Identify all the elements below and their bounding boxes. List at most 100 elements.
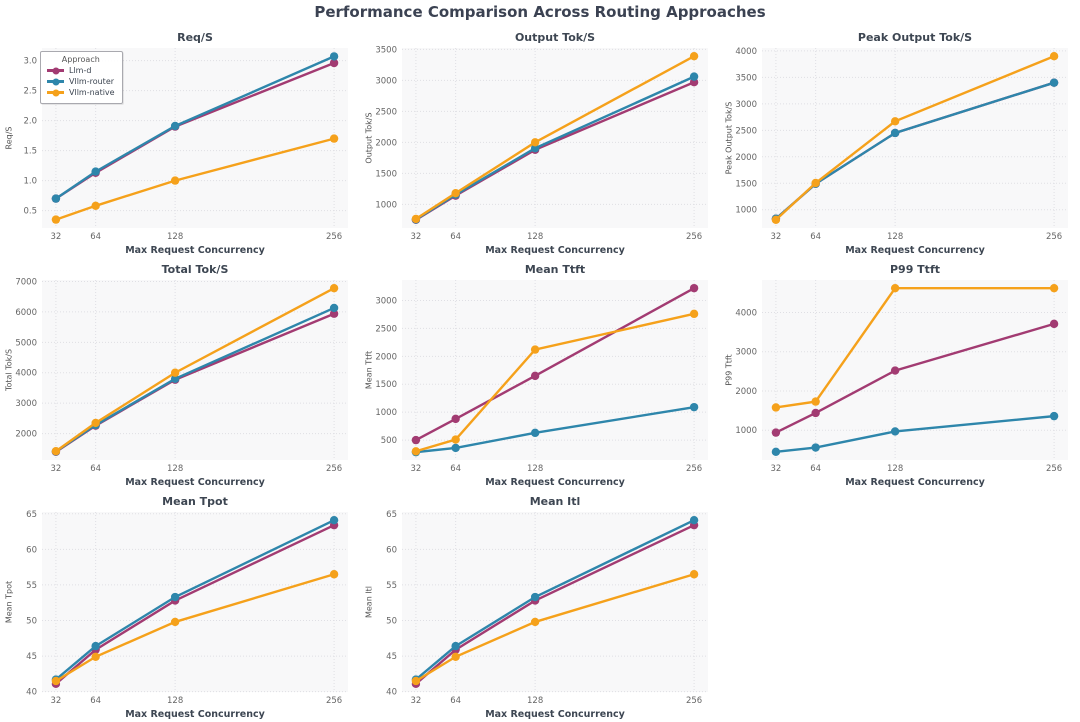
series-vllm-native (411, 51, 699, 224)
svg-text:64: 64 (450, 232, 461, 242)
svg-text:32: 32 (50, 464, 61, 474)
svg-text:2.5: 2.5 (23, 87, 37, 97)
svg-text:32: 32 (770, 232, 781, 242)
svg-text:64: 64 (450, 696, 461, 706)
x-axis-label: Max Request Concurrency (125, 709, 265, 720)
subplot-p99-ttft: P99 Ttft 1000 2000 3000 4000 32 64 128 256 P99 … (720, 258, 1080, 490)
svg-text:50: 50 (26, 616, 37, 626)
svg-text:32: 32 (410, 696, 421, 706)
empty-cell (720, 490, 1080, 722)
svg-text:256: 256 (326, 232, 342, 242)
series-vllm-native (51, 134, 339, 224)
subplot-mean-ttft: Mean Ttft 500 1000 1500 2000 2500 3000 32 64 128… (360, 258, 720, 490)
plot-area: 1000 1500 2000 2500 3000 3500 4000 32 64 128 256 (735, 47, 1068, 242)
tick-labels: 0.5 1.0 1.5 2.0 2.5 3.0 32 64 128 256 (23, 57, 342, 242)
svg-text:3.0: 3.0 (23, 57, 37, 67)
x-axis-label: Max Request Concurrency (485, 709, 625, 720)
legend: Approach Llm-d Vllm-router Vllm-native (40, 51, 123, 104)
legend-label: Vllm-native (69, 88, 115, 97)
line-marker-icon (47, 78, 64, 85)
tick-labels: 500 1000 1500 2000 2500 3000 32 64 128 256 (375, 296, 702, 474)
series-vllm-router (51, 515, 339, 684)
svg-text:2500: 2500 (735, 126, 757, 136)
svg-text:2000: 2000 (735, 153, 757, 163)
svg-text:32: 32 (50, 696, 61, 706)
svg-text:128: 128 (167, 696, 183, 706)
series-vllm-native (771, 283, 1059, 412)
y-axis-label: Output Tok/S (364, 112, 374, 164)
svg-text:55: 55 (26, 581, 37, 591)
series-vllm-native (411, 309, 699, 456)
series-vllm-native (51, 570, 339, 686)
subplot-peak-output-tok-s: Peak Output Tok/S 1000 1500 2000 2500 3000 35… (720, 26, 1080, 258)
figure-title: Performance Comparison Across Routing Ap… (314, 3, 766, 21)
y-axis-label: P99 Ttft (724, 354, 734, 386)
gridlines (42, 512, 348, 693)
tick-labels: 1000 2000 3000 4000 32 64 128 256 (735, 308, 1062, 474)
svg-text:1500: 1500 (735, 179, 757, 189)
svg-text:60: 60 (26, 545, 37, 555)
svg-text:0.5: 0.5 (23, 207, 37, 217)
svg-text:256: 256 (686, 464, 702, 474)
x-axis-label: Max Request Concurrency (845, 245, 985, 256)
svg-text:1000: 1000 (735, 426, 757, 436)
svg-text:256: 256 (326, 464, 342, 474)
svg-text:65: 65 (26, 510, 37, 520)
svg-text:6000: 6000 (15, 308, 37, 318)
svg-text:3500: 3500 (735, 73, 757, 83)
svg-text:128: 128 (527, 232, 543, 242)
svg-text:32: 32 (50, 232, 61, 242)
y-axis-label: Mean Itl (364, 585, 374, 619)
plot-area: 2000 3000 4000 5000 6000 7000 32 64 128 256 (15, 277, 348, 474)
series-vllm-native (411, 570, 699, 686)
legend-label: Vllm-router (69, 77, 115, 86)
tick-labels: 1000 1500 2000 2500 3000 3500 32 64 128 256 (375, 45, 702, 242)
series-vllm-native (771, 52, 1059, 224)
legend-label: Llm-d (69, 66, 92, 75)
chart-title: Output Tok/S (514, 31, 596, 44)
chart-title: Req/S (177, 31, 213, 44)
legend-item-vllm-router: Vllm-router (47, 77, 115, 86)
svg-text:45: 45 (386, 652, 397, 662)
svg-text:1500: 1500 (375, 169, 397, 179)
chart-title: Mean Itl (529, 495, 581, 508)
subplot-total-tok-s: Total Tok/S 2000 3000 4000 5000 6000 7000 32 64… (0, 258, 360, 490)
svg-text:128: 128 (167, 464, 183, 474)
plot-background (42, 512, 348, 692)
svg-text:2000: 2000 (375, 138, 397, 148)
svg-text:32: 32 (410, 232, 421, 242)
svg-text:256: 256 (1046, 464, 1062, 474)
svg-text:32: 32 (410, 464, 421, 474)
svg-text:500: 500 (381, 436, 397, 446)
svg-text:4000: 4000 (15, 369, 37, 379)
x-axis-label: Max Request Concurrency (845, 477, 985, 488)
series-vllm-native (51, 283, 339, 456)
plot-area: 1000 1500 2000 2500 3000 3500 32 64 128 256 (375, 45, 708, 242)
chart-title: Total Tok/S (161, 263, 229, 276)
svg-text:32: 32 (770, 464, 781, 474)
tick-labels: 40 45 50 55 60 65 32 64 128 256 (386, 510, 702, 706)
svg-text:50: 50 (386, 616, 397, 626)
tick-labels: 40 45 50 55 60 65 32 64 128 256 (26, 510, 342, 706)
svg-text:3000: 3000 (15, 399, 37, 409)
svg-text:1.5: 1.5 (23, 147, 37, 157)
svg-text:64: 64 (810, 232, 821, 242)
svg-text:4000: 4000 (735, 308, 757, 318)
series-vllm-router (51, 52, 339, 203)
svg-text:128: 128 (167, 232, 183, 242)
plot-background (762, 48, 1068, 228)
svg-text:1000: 1000 (375, 408, 397, 418)
svg-text:2500: 2500 (375, 324, 397, 334)
tick-labels: 1000 1500 2000 2500 3000 3500 4000 32 64 128 256 (735, 47, 1062, 242)
subplot-mean-tpot: Mean Tpot 40 45 50 55 60 65 32 64 128 256 Mean Tp… (0, 490, 360, 722)
y-axis-label: Peak Output Tok/S (724, 101, 734, 175)
legend-item-llm-d: Llm-d (47, 66, 115, 75)
y-axis-label: Mean Tpot (4, 580, 14, 624)
subplot-req-s: Req/S 0.5 1.0 1.5 2.0 2.5 3.0 32 64 128 256 Req/S… (0, 26, 360, 258)
svg-text:1000: 1000 (375, 200, 397, 210)
plot-area: 40 45 50 55 60 65 32 64 128 256 (26, 510, 348, 706)
legend-title: Approach (61, 55, 100, 64)
svg-text:2000: 2000 (375, 352, 397, 362)
svg-text:3000: 3000 (735, 100, 757, 110)
svg-text:256: 256 (326, 696, 342, 706)
